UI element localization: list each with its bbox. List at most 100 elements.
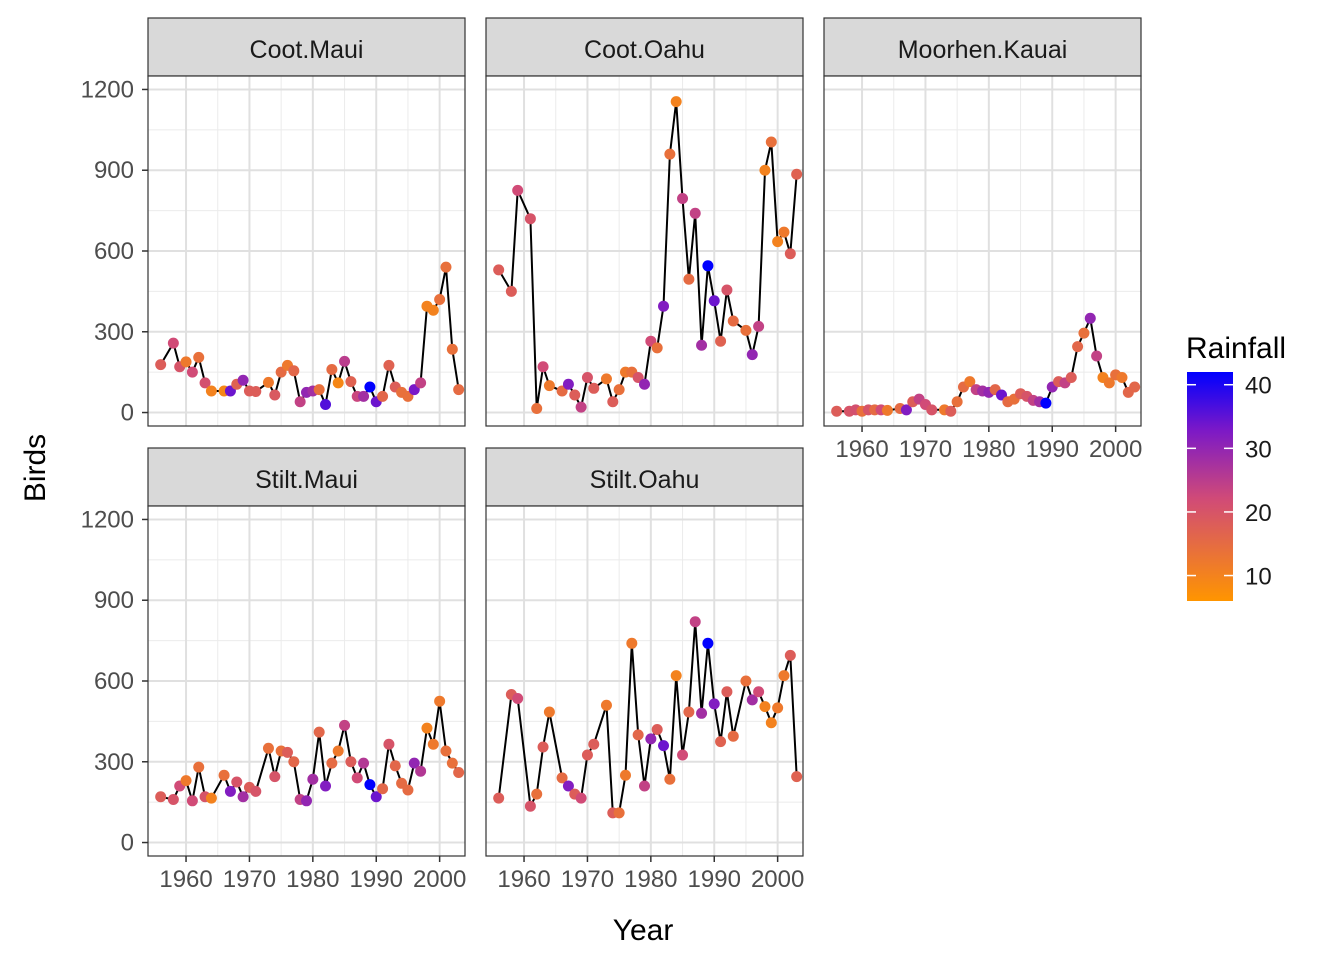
data-point [512,693,524,704]
data-point [702,260,714,272]
data-point [307,773,319,785]
facet-strip-label: Coot.Maui [250,36,364,64]
data-point [683,706,695,718]
data-point [696,707,708,719]
y-tick-label: 600 [94,668,134,695]
facet-strip-label: Coot.Oahu [584,36,705,64]
panel-coot-oahu: Coot.Oahu [485,17,804,427]
x-tick-label: 1990 [350,866,403,893]
data-point [434,293,446,305]
data-point [791,771,803,783]
data-point [951,396,963,408]
data-point [326,757,338,769]
data-point [664,148,676,160]
data-point [493,792,505,804]
data-point [784,248,796,260]
x-tick-label: 1960 [835,436,888,463]
data-point [313,726,325,738]
data-point [326,363,338,375]
data-point [440,745,452,757]
data-point [588,382,600,394]
data-point [543,380,555,392]
data-point [683,273,695,285]
data-point [753,320,765,332]
data-point [415,765,427,777]
grid-lines [486,506,803,856]
data-point [205,385,217,397]
data-point [708,295,720,307]
legend-ticks: 10 20 30 40 [1187,373,1272,591]
data-point [881,404,893,416]
data-point [696,339,708,351]
data-point [759,701,771,713]
data-point [721,686,733,698]
data-point [1065,372,1077,384]
data-point [453,384,465,396]
data-point [262,376,274,388]
data-point [556,772,568,784]
data-point [664,773,676,785]
data-point [524,800,536,812]
data-point [1091,350,1103,362]
facet-strip-label: Stilt.Maui [255,466,358,494]
data-point [332,745,344,757]
x-tick-label: 1960 [497,866,550,893]
panel-border [485,505,804,857]
data-point [218,769,230,781]
data-point [772,236,784,248]
data-point [588,738,600,750]
y-tick-label: 0 [121,400,134,427]
data-point [193,761,205,773]
data-point [784,649,796,661]
data-point [945,405,957,417]
data-point [791,168,803,180]
x-tick-label: 1970 [223,866,276,893]
data-point [446,343,458,355]
data-point [250,386,262,398]
data-points [831,312,1141,417]
data-point [193,351,205,363]
data-point [167,793,179,805]
y-tick-label: 900 [94,587,134,614]
data-point [575,792,587,804]
data-point [427,304,439,316]
data-point [320,780,332,792]
data-point [180,356,192,368]
panel-border [485,75,804,427]
data-point [453,767,465,779]
data-point [613,807,625,819]
data-point [155,359,167,371]
data-point [759,164,771,176]
data-point [1129,381,1141,393]
x-tick-label: 1960 [159,866,212,893]
data-point [345,756,357,768]
y-axis: 0 300 600 900 1200 [81,506,148,857]
x-axis: 1960 1970 1980 1990 2000 [497,856,804,893]
panel-stilt-maui: Stilt.Maui 0 300 600 900 1200 1960 1970 1980 1990… [81,447,466,893]
data-point [531,403,543,414]
data-point [320,398,332,410]
data-point [186,366,198,378]
data-point [313,384,325,396]
x-tick-label: 1980 [624,866,677,893]
data-point [389,760,401,772]
data-point [364,381,376,393]
data-point [900,404,912,416]
data-point [677,749,689,761]
data-point [562,780,574,792]
data-point [408,757,420,769]
x-axis: 1960 1970 1980 1990 2000 [835,426,1142,463]
data-point [746,694,758,706]
data-point [294,396,306,408]
data-point [250,785,262,797]
facet-strip [147,17,466,77]
legend: Rainfall 10 20 30 40 [1186,332,1286,601]
data-point [269,389,281,401]
legend-tick-label: 20 [1245,500,1272,527]
data-point [364,779,376,791]
data-point [727,730,739,742]
data-point [607,396,619,408]
grid-lines [824,76,1141,426]
facet-strip [485,447,804,507]
data-point [670,670,682,682]
